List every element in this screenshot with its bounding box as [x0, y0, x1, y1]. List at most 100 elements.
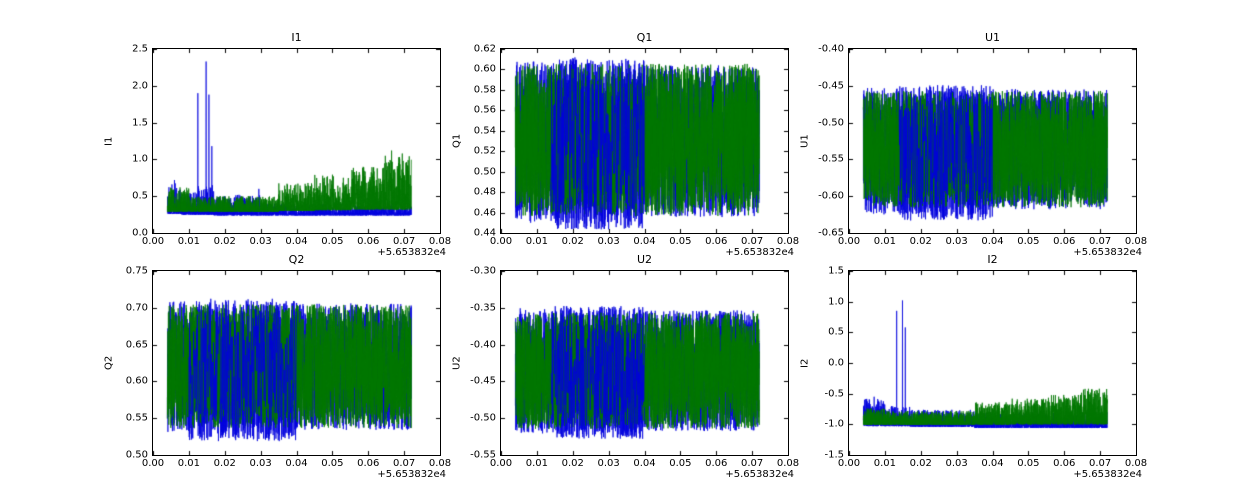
x-tick-label: 0.08: [428, 458, 452, 469]
y-tick-label: 0.60: [125, 375, 148, 387]
x-tick-label: 0.00: [489, 236, 513, 247]
x-tick-label: 0.00: [837, 458, 861, 469]
y-axis-label: Q1: [451, 133, 463, 149]
x-tick-label: 0.03: [597, 236, 620, 247]
y-tick-label: 0.54: [473, 125, 496, 137]
y-tick-label: -0.55: [818, 153, 844, 165]
y-axis-label: Q2: [103, 355, 115, 371]
y-tick-label: 0.58: [473, 84, 496, 96]
x-tick-label: 0.00: [489, 458, 513, 469]
y-tick-label: 0.0: [132, 227, 148, 239]
x-tick-label: 0.02: [561, 458, 584, 469]
x-tick-label: 0.05: [321, 236, 344, 247]
x-tick-label: 0.01: [525, 458, 549, 469]
x-tick-label: 0.06: [1053, 236, 1076, 247]
y-tick-label: -0.40: [818, 43, 844, 55]
x-tick-label: 0.05: [669, 458, 692, 469]
plot-title: Q2: [288, 253, 305, 266]
plot-canvas: [849, 271, 1136, 455]
x-tick-label: 0.04: [633, 458, 656, 469]
y-tick-label: -0.40: [470, 339, 496, 351]
x-tick-label: 0.08: [428, 236, 452, 247]
x-axis-offset-label: +5.653832e4: [377, 469, 446, 480]
subplot-u2: U2 U2 +5.653832e4 0.00 0.01 0.02 0.03 0.04 0.…: [452, 253, 800, 480]
x-tick-label: 0.05: [669, 236, 692, 247]
y-tick-label: 2.0: [132, 80, 148, 92]
plot-canvas: [153, 271, 440, 455]
y-tick-label: 0.44: [473, 227, 496, 239]
x-tick-label: 0.02: [213, 458, 236, 469]
x-tick-label: 0.07: [1088, 236, 1112, 247]
x-tick-label: 0.05: [1017, 236, 1040, 247]
x-tick-label: 0.02: [213, 236, 236, 247]
y-tick-label: -0.50: [470, 412, 496, 424]
x-tick-label: 0.07: [392, 236, 416, 247]
x-tick-label: 0.07: [740, 236, 764, 247]
x-tick-label: 0.01: [873, 236, 897, 247]
x-tick-label: 0.08: [776, 236, 800, 247]
x-tick-label: 0.06: [1053, 458, 1076, 469]
y-tick-label: 1.0: [828, 296, 844, 308]
y-tick-label: 0.60: [473, 63, 496, 75]
subplot-i2: I2 I2 +5.653832e4 0.00 0.01 0.02 0.03 0.04 0.…: [800, 253, 1148, 480]
y-tick-label: 0.48: [473, 186, 496, 198]
y-tick-label: 0.75: [125, 265, 148, 277]
subplot-q2: Q2 Q2 +5.653832e4 0.00 0.01 0.02 0.03 0.04 0.…: [104, 253, 452, 480]
plot-title: U2: [636, 253, 653, 266]
plot-canvas: [501, 271, 788, 455]
y-tick-label: 1.5: [828, 265, 844, 277]
y-tick-label: 0.5: [132, 190, 148, 202]
y-tick-label: 0.46: [473, 207, 496, 219]
x-tick-label: 0.08: [776, 458, 800, 469]
x-tick-label: 0.06: [357, 236, 380, 247]
x-tick-label: 0.01: [177, 458, 201, 469]
subplot-i1: I1 I1 +5.653832e4 0.00 0.01 0.02 0.03 0.04 0.…: [104, 31, 452, 258]
x-tick-label: 0.02: [561, 236, 584, 247]
x-axis-offset-label: +5.653832e4: [377, 247, 446, 258]
y-tick-label: -0.65: [818, 227, 844, 239]
plot-canvas: [501, 49, 788, 233]
y-tick-label: -1.5: [824, 449, 844, 461]
y-axis-label: I1: [103, 136, 115, 146]
plot-title: Q1: [636, 31, 653, 44]
y-tick-label: -0.30: [470, 265, 496, 277]
y-tick-label: 0.50: [473, 166, 496, 178]
x-tick-label: 0.02: [909, 236, 932, 247]
y-tick-label: -1.0: [824, 418, 844, 430]
y-tick-label: -0.45: [470, 375, 496, 387]
x-tick-label: 0.01: [525, 236, 549, 247]
subplot-u1: U1 U1 +5.653832e4 0.00 0.01 0.02 0.03 0.04 0.…: [800, 31, 1148, 258]
x-tick-label: 0.03: [597, 458, 620, 469]
y-tick-label: 0.52: [473, 145, 496, 157]
y-tick-label: 1.5: [132, 117, 148, 129]
x-tick-label: 0.06: [357, 458, 380, 469]
x-tick-label: 0.04: [981, 458, 1004, 469]
x-tick-label: 0.08: [1124, 236, 1148, 247]
y-axis-label: U2: [451, 356, 463, 370]
plot-title: U1: [984, 31, 1001, 44]
y-tick-label: 0.65: [125, 339, 148, 351]
x-tick-label: 0.00: [141, 236, 165, 247]
y-tick-label: -0.45: [818, 80, 844, 92]
x-tick-label: 0.00: [141, 458, 165, 469]
x-tick-label: 0.06: [705, 236, 728, 247]
y-tick-label: 0.55: [125, 412, 148, 424]
y-tick-label: 0.5: [828, 326, 844, 338]
plot-title: I1: [291, 31, 302, 44]
x-tick-label: 0.04: [981, 236, 1004, 247]
x-tick-label: 0.01: [873, 458, 897, 469]
y-tick-label: 0.50: [125, 449, 148, 461]
plot-canvas: [849, 49, 1136, 233]
x-axis-offset-label: +5.653832e4: [1073, 469, 1142, 480]
y-tick-label: 0.62: [473, 43, 496, 55]
x-tick-label: 0.00: [837, 236, 861, 247]
x-axis-offset-label: +5.653832e4: [725, 469, 794, 480]
x-tick-label: 0.06: [705, 458, 728, 469]
x-tick-label: 0.07: [740, 458, 764, 469]
y-tick-label: 0.0: [828, 357, 844, 369]
y-axis-label: I2: [799, 358, 811, 368]
plot-canvas: [153, 49, 440, 233]
x-tick-label: 0.04: [285, 236, 308, 247]
y-tick-label: -0.35: [470, 302, 496, 314]
